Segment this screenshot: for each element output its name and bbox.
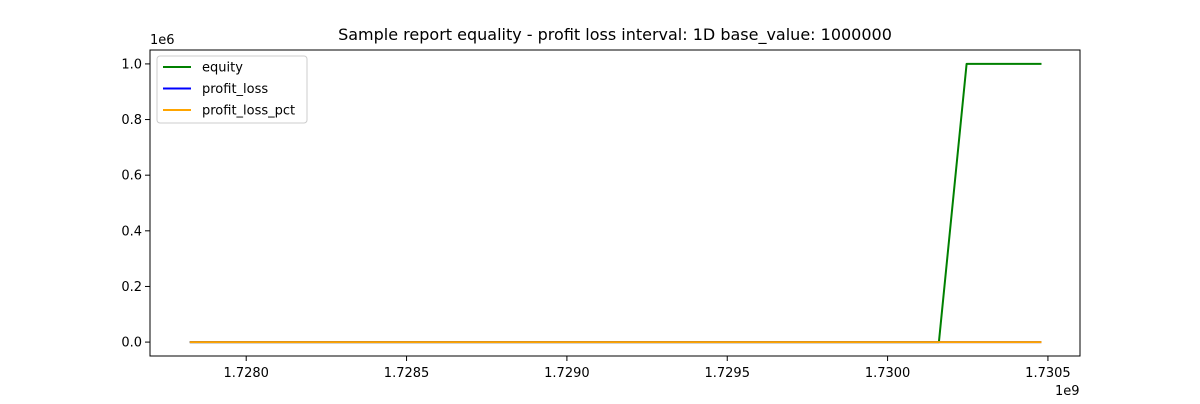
y-tick-label: 0.8	[121, 113, 142, 128]
y-tick-label: 0.4	[121, 224, 142, 239]
axes-frame	[149, 49, 1081, 357]
legend-label-equity: equity	[202, 61, 243, 76]
y-offset-label: 1e6	[150, 33, 175, 48]
y-tick-label: 1.0	[121, 57, 142, 72]
legend-label-profit-loss-pct: profit_loss_pct	[202, 104, 295, 119]
y-tick-label: 0.2	[121, 280, 142, 295]
axes: 1.7280 1.7285 1.7290 1.7295 1.7300 1.7305 0.0 0…	[121, 49, 1081, 381]
y-tick-label: 0.0	[121, 336, 142, 351]
y-tick-label: 0.6	[121, 169, 142, 184]
legend-label-profit-loss: profit_loss	[202, 82, 268, 97]
x-tick-label: 1.7280	[223, 366, 269, 381]
x-tick-label: 1.7290	[544, 366, 590, 381]
x-offset-label: 1e9	[1055, 384, 1080, 399]
x-tick-label: 1.7305	[1025, 366, 1071, 381]
chart-title: Sample report equality - profit loss int…	[338, 25, 892, 45]
x-tick-label: 1.7285	[384, 366, 430, 381]
x-tick-label: 1.7295	[704, 366, 750, 381]
legend: equity profit_loss profit_loss_pct	[156, 55, 308, 124]
legend-box	[156, 55, 308, 124]
series-line-equity	[189, 62, 1042, 344]
x-tick-label: 1.7300	[865, 366, 911, 381]
plot-area	[189, 62, 1042, 344]
